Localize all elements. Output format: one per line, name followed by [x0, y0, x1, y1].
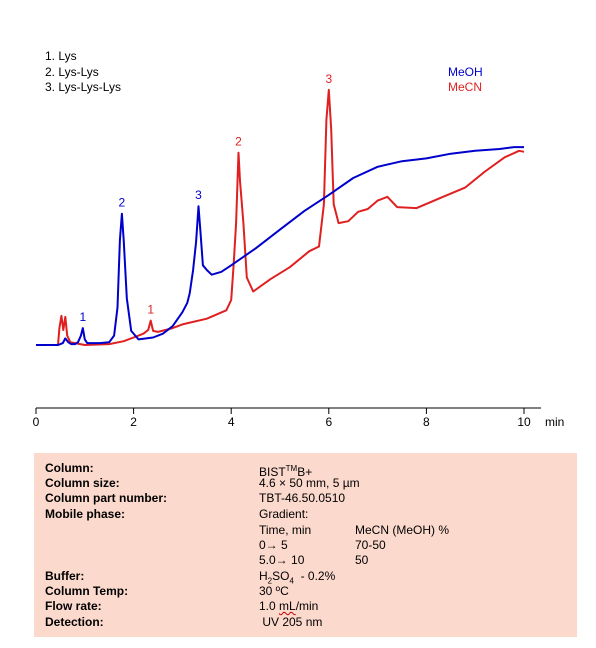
peak-label: 1	[80, 310, 87, 324]
row-part-number: Column part number: TBT-46.50.0510	[34, 491, 577, 506]
legend-peak-2: 2. Lys-Lys	[45, 65, 99, 79]
buffer-label: Buffer:	[45, 569, 85, 583]
series-line-meoh	[36, 146, 524, 346]
gradient-header-percent: MeCN (MeOH) %	[355, 523, 450, 537]
x-tick-label: 4	[228, 415, 235, 429]
conditions-panel: Column: BISTTMB+ Column size: 4.6 × 50 m…	[34, 453, 577, 637]
column-value: BISTTMB+	[259, 464, 313, 479]
peak-label: 3	[325, 72, 332, 86]
part-number-value: TBT-46.50.0510	[259, 491, 346, 505]
chromatogram-chart: 0 2 4 6 8 10 min 1 2 3 1 2 3	[33, 72, 565, 429]
x-axis-unit-label: min	[545, 415, 564, 429]
series-line-mecn	[36, 88, 525, 346]
row-gradient-header: Time, min MeCN (MeOH) %	[34, 523, 577, 538]
x-tick-label: 2	[130, 415, 137, 429]
column-temp-value: 30 ºC	[259, 584, 289, 598]
column-label: Column:	[45, 461, 94, 475]
detection-value: UV 205 nm	[259, 615, 323, 629]
row-mobile-phase: Mobile phase: Gradient:	[34, 507, 577, 522]
column-size-label: Column size:	[45, 476, 120, 490]
peak-label: 3	[195, 188, 202, 202]
row-flow-rate: Flow rate: 1.0 mL/min	[34, 599, 577, 614]
row-gradient-2: 5.0→ 10 50	[34, 553, 577, 568]
x-tick-label: 8	[423, 415, 430, 429]
peak-label: 2	[119, 196, 126, 210]
x-tick-label: 0	[33, 415, 40, 429]
row-detection: Detection: UV 205 nm	[34, 615, 577, 630]
row-buffer: Buffer: H2SO4 - 0.2%	[34, 569, 577, 585]
gradient-row1-time: 0→ 5	[259, 538, 288, 552]
flow-rate-value: 1.0 mL/min	[259, 599, 319, 613]
legend-series-mecn: MeCN	[448, 80, 483, 94]
flow-rate-label: Flow rate:	[45, 599, 102, 613]
row-column-size: Column size: 4.6 × 50 mm, 5 µm	[34, 476, 577, 491]
buffer-value: H2SO4 - 0.2%	[259, 569, 336, 586]
x-tick-label: 6	[325, 415, 332, 429]
row-column-temp: Column Temp: 30 ºC	[34, 584, 577, 599]
peak-label: 1	[147, 303, 154, 317]
column-size-value: 4.6 × 50 mm, 5 µm	[259, 476, 360, 490]
detection-label: Detection:	[45, 615, 104, 629]
mobile-phase-label: Mobile phase:	[45, 507, 126, 521]
gradient-row2-percent: 50	[355, 553, 369, 567]
row-gradient-1: 0→ 5 70-50	[34, 538, 577, 553]
gradient-row1-percent: 70-50	[355, 538, 386, 552]
x-tick-label: 10	[517, 415, 531, 429]
peak-label: 2	[235, 135, 242, 149]
gradient-row2-time: 5.0→ 10	[259, 553, 305, 567]
legend-peak-1: 1. Lys	[45, 49, 77, 63]
row-column: Column: BISTTMB+	[34, 461, 577, 479]
gradient-header-time: Time, min	[259, 523, 312, 537]
legend-peak-3: 3. Lys-Lys-Lys	[45, 80, 122, 94]
legend-series-meoh: MeOH	[448, 65, 483, 79]
column-temp-label: Column Temp:	[45, 584, 129, 598]
mobile-phase-value: Gradient:	[259, 507, 309, 521]
part-number-label: Column part number:	[45, 491, 167, 505]
